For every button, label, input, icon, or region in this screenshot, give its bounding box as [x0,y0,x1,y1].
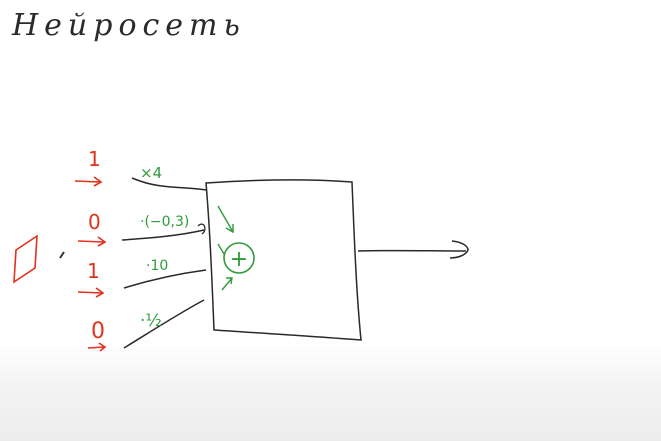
sum-arrow-bottom [221,277,233,291]
neuron-box [205,179,362,341]
connection-hook [197,223,206,235]
sum-arrow-left [217,243,225,255]
weight-3: ·10 [146,258,168,274]
page-title: Нейросеть [12,8,246,43]
input-1: 1 [74,147,103,187]
input-arrow [74,176,103,187]
sum-symbol: + [230,247,248,272]
sum-circle-icon [223,242,255,274]
weight-4: ·½ [140,311,162,331]
input-value: 1 [88,147,101,171]
weight-2: ·(−0,3) [140,214,189,230]
input-value: 0 [91,319,105,344]
input-arrow [77,287,105,298]
pointer-tick [59,251,65,259]
input-4: 0 [87,319,107,352]
connection-1 [131,177,207,191]
input-value: 1 [87,259,100,283]
weight-1: ×4 [140,164,162,182]
connection-2 [121,229,205,241]
input-arrow [87,342,107,352]
input-object-shape [13,234,38,284]
output-arrowhead-icon [449,240,469,259]
connection-3 [123,269,207,289]
sum-arrow-top [217,205,234,234]
input-arrow [77,236,107,247]
input-value: 0 [88,210,101,234]
input-2: 0 [77,210,107,247]
connection-4 [123,299,205,349]
input-3: 1 [77,259,105,298]
